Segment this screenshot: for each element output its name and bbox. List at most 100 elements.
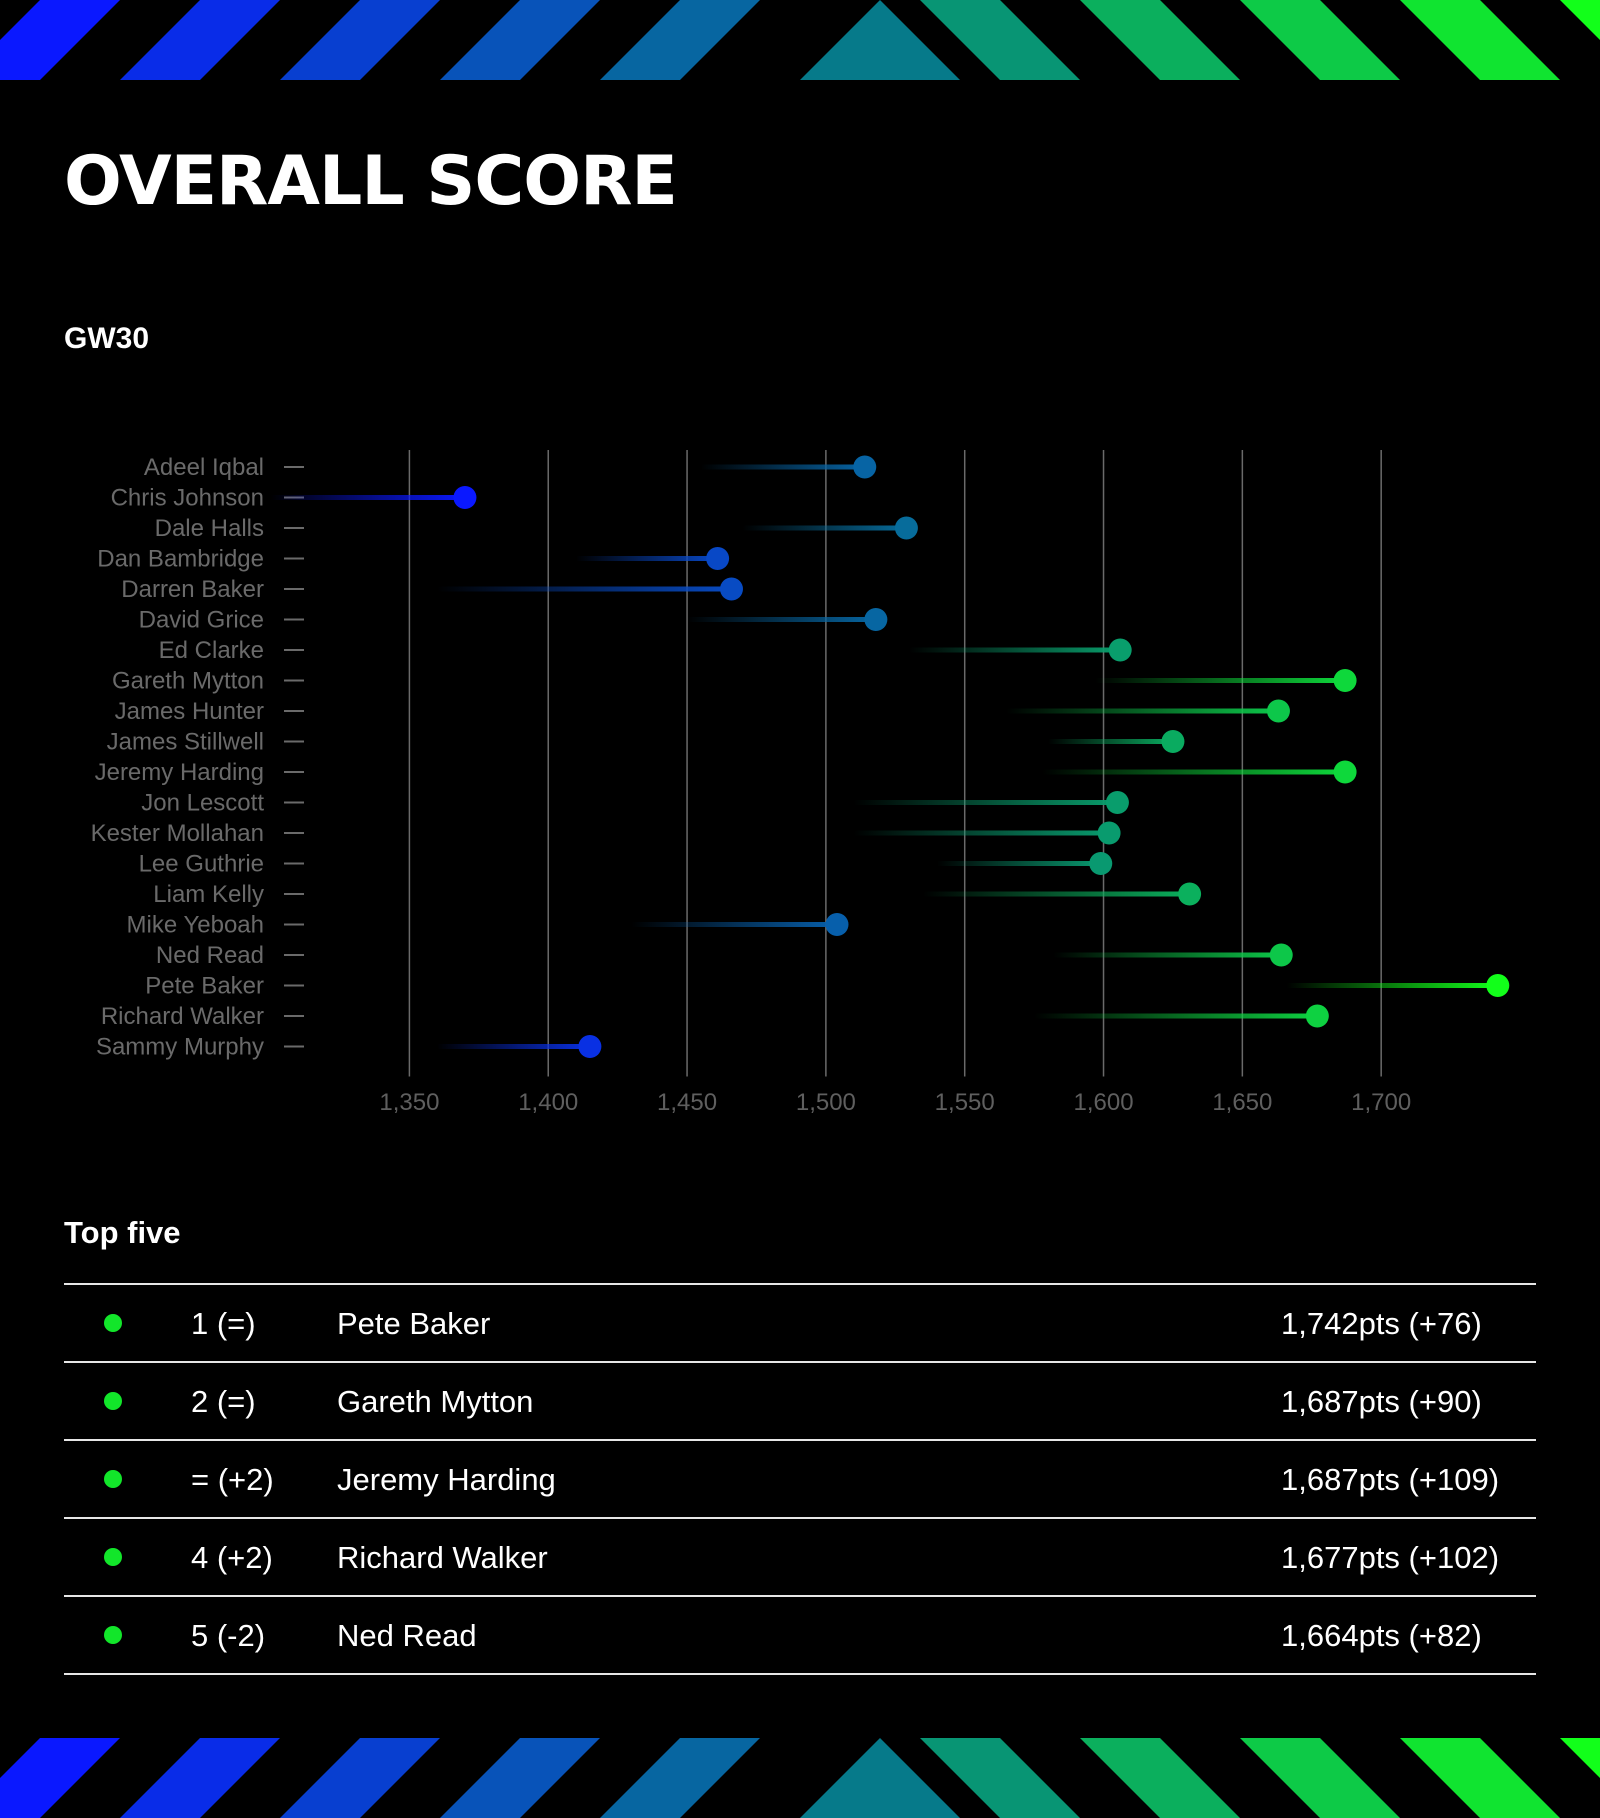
y-tick-label: Ed Clarke	[159, 637, 264, 664]
rank-cell: 5 (-2)	[191, 1618, 266, 1653]
lollipop-point	[853, 455, 877, 479]
lollipop-stem	[700, 464, 865, 470]
y-tick-label: Lee Guthrie	[139, 851, 264, 878]
x-tick-label: 1,400	[518, 1089, 578, 1116]
points-cell: 1,677pts (+102)	[1281, 1540, 1500, 1575]
stripe-shape	[1400, 0, 1560, 80]
y-tick-label: Richard Walker	[101, 1003, 264, 1030]
player-name-cell: Gareth Mytton	[337, 1384, 534, 1419]
y-tick-label: Darren Baker	[121, 576, 264, 603]
lollipop-point	[1333, 669, 1357, 692]
stripe-shape	[600, 1738, 760, 1818]
lollipop-stem	[742, 525, 907, 531]
top-five-table: 1 (=) Pete Baker 1,742pts (+76) 2 (=) Ga…	[64, 1283, 1536, 1675]
chart-subtitle: GW30	[64, 322, 150, 355]
stripe-shape	[0, 0, 120, 80]
stripe-shape	[1080, 1738, 1240, 1818]
y-tick-label: Pete Baker	[145, 973, 264, 1000]
y-tick-label: James Stillwell	[107, 729, 264, 756]
table-row: 4 (+2) Richard Walker 1,677pts (+102)	[64, 1519, 1536, 1597]
status-dot	[104, 1392, 122, 1410]
lollipop-point	[1097, 821, 1121, 845]
table-row: 5 (-2) Ned Read 1,664pts (+82)	[64, 1597, 1536, 1675]
lollipop-stem	[909, 647, 1121, 653]
stripe-shape	[440, 0, 600, 80]
table-row: = (+2) Jeremy Harding 1,687pts (+109)	[64, 1441, 1536, 1519]
lollipop-stem	[853, 800, 1118, 805]
lollipop-point	[578, 1035, 602, 1058]
y-tick-label: Gareth Mytton	[112, 668, 264, 695]
y-tick-label: Ned Read	[156, 942, 264, 969]
lollipop-stem	[1042, 769, 1346, 775]
lollipop-stem	[1034, 1013, 1318, 1019]
lollipop-stem	[1286, 983, 1498, 988]
player-name-cell: Jeremy Harding	[337, 1462, 556, 1497]
lollipop-stem	[687, 617, 876, 622]
table-row: 2 (=) Gareth Mytton 1,687pts (+90)	[64, 1363, 1536, 1441]
player-name-cell: Richard Walker	[337, 1540, 548, 1575]
decorative-stripe-band-bottom	[0, 1738, 1600, 1818]
x-tick-label: 1,350	[379, 1089, 439, 1116]
y-tick-label: Sammy Murphy	[96, 1034, 264, 1061]
status-dot	[104, 1548, 122, 1566]
stripe-shape	[120, 0, 280, 80]
top-five-heading: Top five	[64, 1215, 181, 1250]
lollipop-point	[1269, 943, 1293, 967]
lollipop-point	[1486, 974, 1510, 997]
x-tick-label: 1,650	[1212, 1089, 1272, 1116]
y-tick-label: Adeel Iqbal	[144, 454, 264, 481]
y-tick-label: Chris Johnson	[111, 485, 264, 512]
y-tick-label: Kester Mollahan	[91, 820, 264, 847]
lollipop-point	[1266, 699, 1290, 723]
lollipop-point	[1105, 791, 1129, 814]
page-title: OVERALL SCORE	[64, 142, 678, 221]
lollipop-stem	[1048, 739, 1173, 744]
stripe-shape	[280, 1738, 440, 1818]
points-cell: 1,687pts (+109)	[1281, 1462, 1500, 1497]
lollipop-point	[1305, 1004, 1329, 1028]
lollipop-point	[453, 486, 477, 509]
stripe-shape	[1240, 0, 1400, 80]
overall-score-chart: 1,350 1,400 1,450 1,500 1,550 1,600 1,650 1,700…	[91, 450, 1510, 1116]
stripe-shape	[0, 1738, 120, 1818]
lollipop-point	[1108, 638, 1132, 662]
points-cell: 1,664pts (+82)	[1281, 1618, 1482, 1653]
stripe-shape	[1400, 1738, 1560, 1818]
stripe-shape	[120, 1738, 280, 1818]
x-tick-label: 1,500	[796, 1089, 856, 1116]
rank-cell: 4 (+2)	[191, 1540, 273, 1575]
lollipop-stem	[1006, 708, 1279, 714]
points-cell: 1,687pts (+90)	[1281, 1384, 1482, 1419]
table-row: 1 (=) Pete Baker 1,742pts (+76)	[64, 1285, 1536, 1363]
rank-cell: = (+2)	[191, 1462, 274, 1497]
lollipop-stem	[853, 830, 1110, 836]
stripe-shape	[920, 1738, 1080, 1818]
stripe-shape	[1240, 1738, 1400, 1818]
lollipop-stem	[1053, 952, 1282, 958]
points-cell: 1,742pts (+76)	[1281, 1306, 1482, 1341]
y-tick-label: Jeremy Harding	[95, 759, 264, 786]
lollipop-point	[719, 577, 743, 601]
decorative-stripe-band-top	[0, 0, 1600, 80]
stripe-shape	[600, 0, 760, 80]
lollipop-point	[894, 516, 918, 540]
lollipop-point	[864, 608, 888, 631]
stripe-shape	[800, 1738, 960, 1818]
x-tick-label: 1,550	[935, 1089, 995, 1116]
x-tick-label: 1,600	[1073, 1089, 1133, 1116]
y-tick-label: Liam Kelly	[153, 881, 264, 908]
lollipop-point	[1161, 730, 1185, 753]
y-tick-label: Dan Bambridge	[97, 546, 264, 573]
lollipop-point	[706, 547, 730, 570]
lollipop-stem	[270, 495, 465, 500]
lollipop-stem	[576, 556, 718, 561]
rank-cell: 1 (=)	[191, 1306, 256, 1341]
status-dot	[104, 1470, 122, 1488]
lollipop-stem	[437, 586, 732, 592]
y-tick-label: Jon Lescott	[141, 790, 264, 817]
stripe-shape	[1080, 0, 1240, 80]
lollipop-stem	[923, 891, 1190, 897]
stripe-shape	[800, 0, 960, 80]
stripe-shape	[440, 1738, 600, 1818]
x-tick-label: 1,700	[1351, 1089, 1411, 1116]
